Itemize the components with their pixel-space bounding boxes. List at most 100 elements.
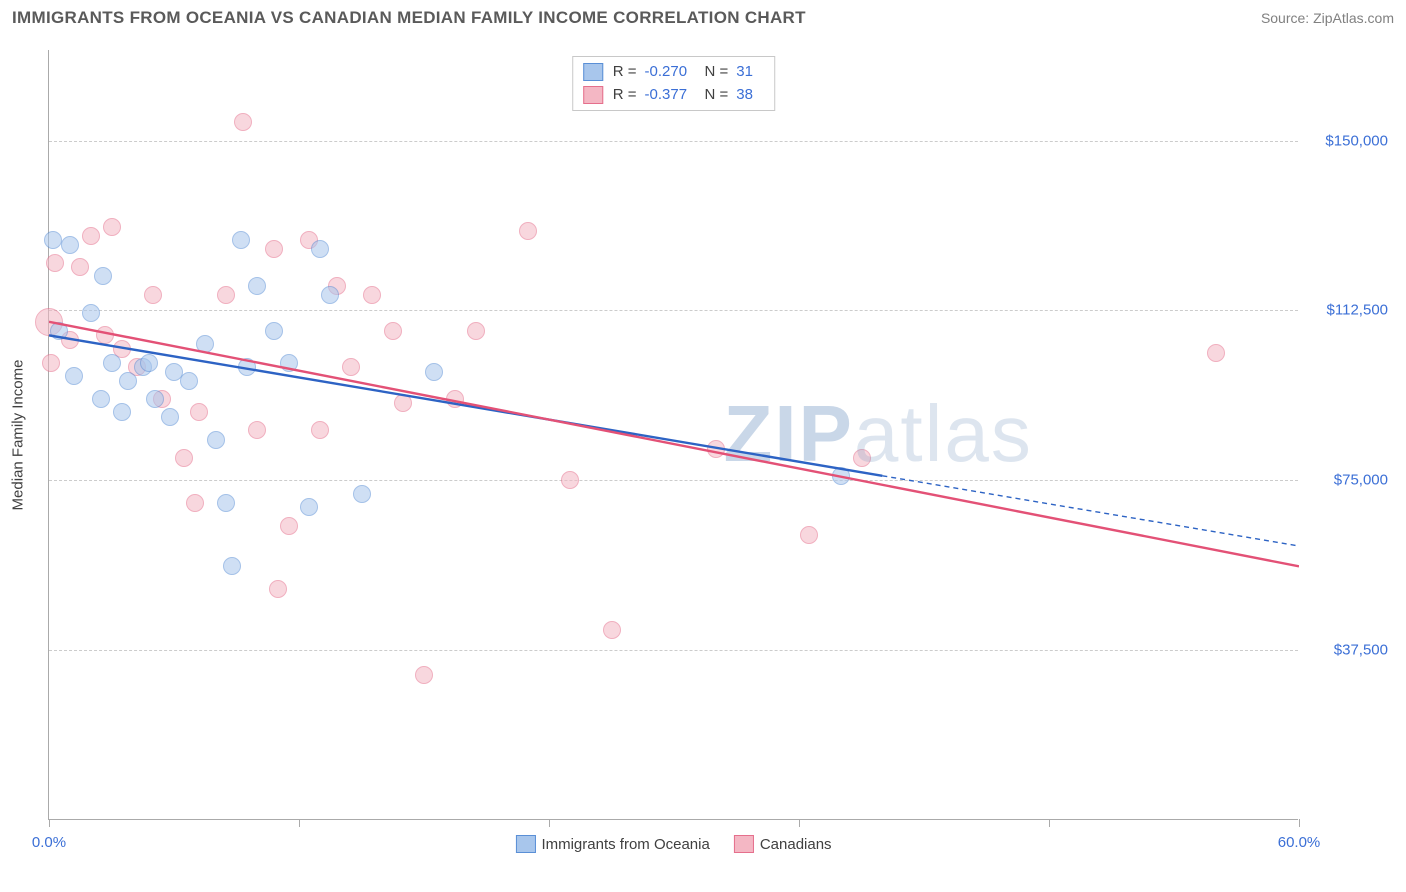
data-point (311, 421, 329, 439)
n-label: N = (705, 84, 729, 107)
r-label: R = (613, 61, 637, 84)
x-tick (1299, 819, 1300, 827)
y-tick-label: $112,500 (1308, 302, 1388, 319)
gridline (49, 480, 1298, 481)
data-point (119, 372, 137, 390)
data-point (42, 354, 60, 372)
data-point (196, 335, 214, 353)
legend-item: Immigrants from Oceania (515, 835, 709, 853)
data-point (238, 358, 256, 376)
data-point (248, 277, 266, 295)
data-point (363, 286, 381, 304)
data-point (425, 363, 443, 381)
gridline (49, 310, 1298, 311)
y-tick-label: $75,000 (1308, 472, 1388, 489)
data-point (207, 431, 225, 449)
data-point (94, 267, 112, 285)
data-point (190, 403, 208, 421)
r-label: R = (613, 84, 637, 107)
data-point (269, 580, 287, 598)
data-point (82, 304, 100, 322)
series-legend: Immigrants from Oceania Canadians (515, 835, 831, 853)
data-point (50, 322, 68, 340)
legend-row: R = -0.270 N = 31 (583, 61, 765, 84)
data-point (92, 390, 110, 408)
data-point (140, 354, 158, 372)
chart-container: ZIPatlas $37,500 $75,000 $112,500 $150,000 0… (0, 40, 1406, 850)
legend-swatch (734, 835, 754, 853)
legend-label: Immigrants from Oceania (541, 836, 709, 853)
y-axis-title: Median Family Income (10, 360, 27, 511)
data-point (186, 494, 204, 512)
y-tick-label: $150,000 (1308, 132, 1388, 149)
y-tick-label: $37,500 (1308, 642, 1388, 659)
data-point (217, 494, 235, 512)
data-point (61, 236, 79, 254)
chart-header: IMMIGRANTS FROM OCEANIA VS CANADIAN MEDI… (0, 0, 1406, 32)
r-value: -0.377 (645, 84, 695, 107)
n-value: 38 (736, 84, 764, 107)
x-tick (1049, 819, 1050, 827)
data-point (265, 322, 283, 340)
legend-swatch (583, 63, 603, 81)
x-tick (799, 819, 800, 827)
n-label: N = (705, 61, 729, 84)
data-point (603, 621, 621, 639)
gridline (49, 141, 1298, 142)
data-point (446, 390, 464, 408)
legend-row: R = -0.377 N = 38 (583, 84, 765, 107)
data-point (832, 467, 850, 485)
data-point (223, 557, 241, 575)
legend-item: Canadians (734, 835, 832, 853)
legend-swatch (583, 86, 603, 104)
data-point (82, 227, 100, 245)
data-point (175, 449, 193, 467)
correlation-legend: R = -0.270 N = 31 R = -0.377 N = 38 (572, 56, 776, 111)
data-point (103, 218, 121, 236)
plot-area: ZIPatlas $37,500$75,000$112,500$150,0000… (48, 50, 1298, 820)
data-point (144, 286, 162, 304)
data-point (280, 517, 298, 535)
data-point (394, 394, 412, 412)
watermark: ZIPatlas (723, 388, 1032, 480)
x-tick-label: 0.0% (32, 834, 66, 851)
x-tick-label: 60.0% (1278, 834, 1321, 851)
data-point (800, 526, 818, 544)
data-point (146, 390, 164, 408)
x-tick (299, 819, 300, 827)
data-point (71, 258, 89, 276)
data-point (180, 372, 198, 390)
legend-label: Canadians (760, 836, 832, 853)
n-value: 31 (736, 61, 764, 84)
gridline (49, 650, 1298, 651)
data-point (161, 408, 179, 426)
data-point (217, 286, 235, 304)
data-point (265, 240, 283, 258)
data-point (519, 222, 537, 240)
data-point (561, 471, 579, 489)
data-point (415, 666, 433, 684)
trend-lines (49, 50, 1299, 820)
data-point (353, 485, 371, 503)
data-point (1207, 344, 1225, 362)
x-tick (549, 819, 550, 827)
data-point (232, 231, 250, 249)
data-point (113, 403, 131, 421)
data-point (96, 326, 114, 344)
data-point (44, 231, 62, 249)
data-point (384, 322, 402, 340)
data-point (853, 449, 871, 467)
data-point (467, 322, 485, 340)
data-point (311, 240, 329, 258)
data-point (65, 367, 83, 385)
data-point (342, 358, 360, 376)
data-point (234, 113, 252, 131)
data-point (103, 354, 121, 372)
data-point (300, 498, 318, 516)
data-point (707, 440, 725, 458)
data-point (321, 286, 339, 304)
data-point (280, 354, 298, 372)
data-point (46, 254, 64, 272)
r-value: -0.270 (645, 61, 695, 84)
source-label: Source: ZipAtlas.com (1261, 10, 1394, 26)
